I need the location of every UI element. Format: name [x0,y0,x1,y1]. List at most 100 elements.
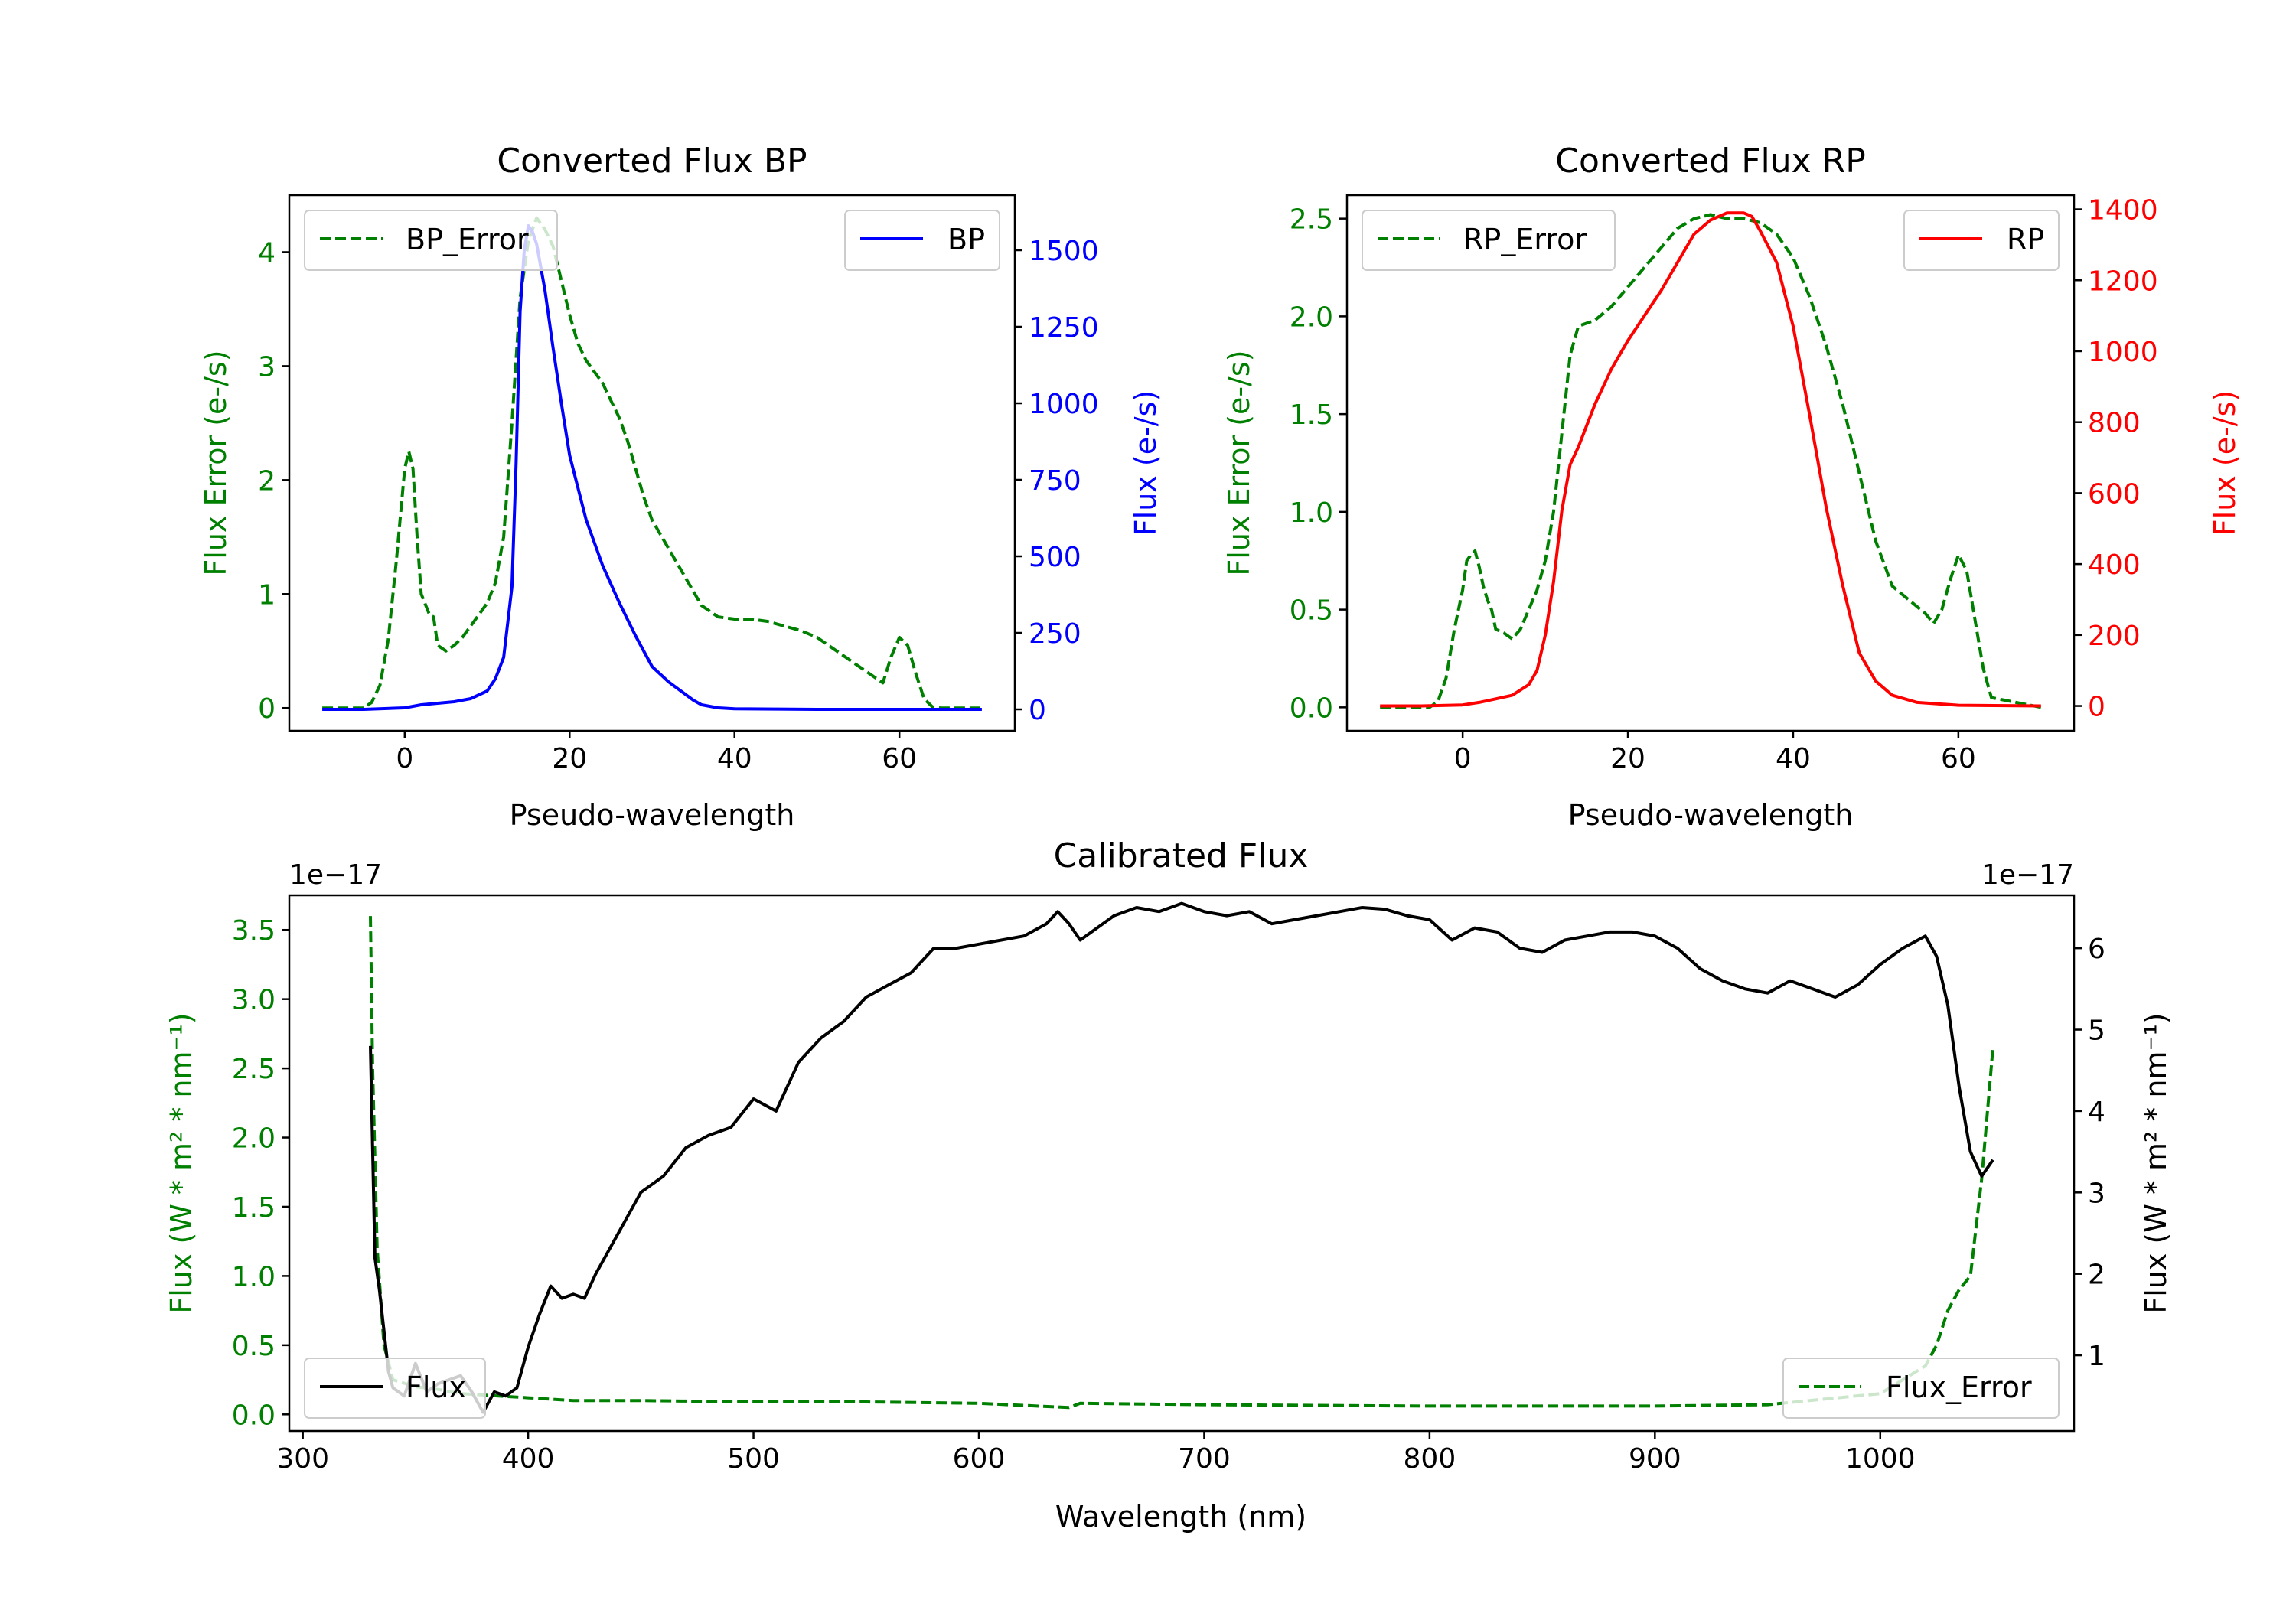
bp-series-bp [322,224,982,711]
rp-right-tick-label: 200 [2088,621,2141,652]
bp-right-tick-label: 500 [1029,542,1081,573]
calibrated-legend-error: Flux_Error [1782,1358,2060,1419]
cal-left-tick-label: 1.0 [232,1261,276,1292]
rp-right-axis-label: Flux (e-/s) [2208,390,2242,536]
rp-x-axis-label: Pseudo-wavelength [1568,798,1854,832]
bp-x-tick-label: 60 [882,743,917,774]
rp-series-rp [1380,211,2041,708]
calibrated-right-ticks: 1 2 3 4 5 6 [2074,934,2105,1372]
bp-right-tick-label: 1250 [1029,312,1099,344]
cal-x-tick-label: 1000 [1845,1443,1916,1475]
cal-x-tick-label: 600 [953,1443,1006,1475]
rp-plot-area [1380,211,2042,709]
bp-left-tick-label: 1 [258,579,276,611]
rp-right-tick-label: 1400 [2088,195,2158,227]
legend-frame [1362,210,1616,271]
rp-left-tick-label: 0.5 [1290,595,1333,627]
cal-right-tick-label: 1 [2088,1341,2105,1372]
rp-right-tick-label: 1000 [2088,337,2158,368]
rp-panel: Converted Flux RP 0 20 40 60 0.0 0.5 1.0 1.5 2.… [1222,142,2242,832]
bp-left-tick-label: 3 [258,351,276,383]
bp-x-tick-label: 0 [396,743,413,774]
cal-x-tick-label: 300 [276,1443,329,1475]
rp-right-tick-label: 400 [2088,549,2141,581]
cal-right-tick-label: 2 [2088,1260,2105,1291]
rp-left-axis-label: Flux Error (e-/s) [1222,350,1256,575]
bp-legend-flux: BP [844,210,1000,271]
cal-left-tick-label: 1.5 [232,1192,276,1224]
rp-series-rp-error [1380,213,2042,709]
cal-left-tick-label: 0.5 [232,1331,276,1362]
bp-x-tick-label: 40 [717,743,752,774]
bp-plot-area [322,216,982,711]
calibrated-right-axis-label: Flux (W * m² * nm⁻¹) [2139,1012,2173,1313]
rp-right-tick-label: 0 [2088,692,2105,723]
calibrated-title: Calibrated Flux [1054,836,1309,875]
bp-right-ticks: 0 250 500 750 1000 1250 1500 [1015,236,1099,726]
bp-right-tick-label: 1500 [1029,236,1099,267]
legend-frame [304,210,558,271]
rp-x-ticks: 0 20 40 60 [1454,731,1976,774]
cal-right-tick-label: 3 [2088,1178,2105,1209]
cal-left-tick-label: 3.5 [232,915,276,947]
rp-axes-frame [1345,194,2076,732]
bp-x-axis-label: Pseudo-wavelength [510,798,795,832]
rp-legend-flux: RP [1903,210,2060,271]
bp-right-tick-label: 750 [1029,465,1081,497]
cal-left-tick-label: 0.0 [232,1400,276,1431]
cal-left-tick-label: 2.5 [232,1054,276,1085]
bp-left-axis-label: Flux Error (e-/s) [199,350,233,575]
calibrated-left-ticks: 0.0 0.5 1.0 1.5 2.0 2.5 3.0 3.5 [232,915,289,1431]
calibrated-panel: Calibrated Flux 300 400 500 600 700 800 900 100… [165,836,2173,1534]
calibrated-left-offset: 1e−17 [289,859,382,891]
rp-left-tick-label: 2.5 [1290,204,1333,236]
calibrated-x-axis-label: Wavelength (nm) [1055,1500,1306,1534]
calibrated-x-ticks: 300 400 500 600 700 800 900 1000 [276,1431,1916,1475]
bp-right-axis-label: Flux (e-/s) [1129,390,1163,536]
legend-frame [304,1358,486,1419]
cal-right-tick-label: 4 [2088,1097,2105,1128]
rp-left-tick-label: 0.0 [1290,693,1333,724]
rp-legend-error: RP_Error [1362,210,1616,271]
calibrated-left-axis-label: Flux (W * m² * nm⁻¹) [165,1012,198,1313]
rp-legend-flux-label: RP [2007,223,2044,256]
bp-left-tick-label: 4 [258,237,276,269]
rp-title: Converted Flux RP [1555,142,1866,181]
calibrated-right-offset: 1e−17 [1981,859,2074,891]
cal-x-tick-label: 800 [1404,1443,1456,1475]
rp-left-tick-label: 2.0 [1290,302,1333,333]
rp-right-tick-label: 1200 [2088,266,2158,297]
bp-panel: Converted Flux BP 0 20 40 60 0 1 2 3 4 0 250 500 7… [199,142,1163,832]
cal-x-tick-label: 700 [1178,1443,1231,1475]
calibrated-axes-frame [288,894,2076,1433]
rp-x-tick-label: 40 [1776,743,1811,774]
rp-right-ticks: 0 200 400 600 800 1000 1200 1400 [2074,195,2158,723]
rp-x-tick-label: 0 [1454,743,1472,774]
legend-frame [1782,1358,2060,1419]
rp-left-tick-label: 1.0 [1290,497,1333,529]
bp-legend-error: BP_Error [304,210,558,271]
cal-left-tick-label: 3.0 [232,985,276,1016]
bp-title: Converted Flux BP [497,142,807,181]
calibrated-legend-flux-label: Flux [406,1371,466,1404]
rp-legend-error-label: RP_Error [1463,223,1587,256]
cal-right-tick-label: 6 [2088,934,2105,965]
bp-legend-error-label: BP_Error [406,223,529,256]
bp-series-bp-error [322,216,982,710]
bp-right-tick-label: 0 [1029,695,1046,726]
rp-left-ticks: 0.0 0.5 1.0 1.5 2.0 2.5 [1290,204,1347,724]
bp-legend-flux-label: BP [947,223,985,256]
rp-right-tick-label: 600 [2088,478,2141,510]
bp-left-tick-label: 0 [258,693,276,725]
bp-x-tick-label: 20 [552,743,587,774]
rp-x-tick-label: 60 [1941,743,1976,774]
bp-axes-frame [288,194,1016,732]
bp-right-tick-label: 1000 [1029,389,1099,420]
cal-right-tick-label: 5 [2088,1015,2105,1047]
calibrated-legend-flux: Flux [304,1358,486,1419]
bp-left-ticks: 0 1 2 3 4 [258,237,289,725]
rp-right-tick-label: 800 [2088,408,2141,439]
cal-x-tick-label: 900 [1629,1443,1681,1475]
calibrated-legend-error-label: Flux_Error [1886,1371,2032,1404]
